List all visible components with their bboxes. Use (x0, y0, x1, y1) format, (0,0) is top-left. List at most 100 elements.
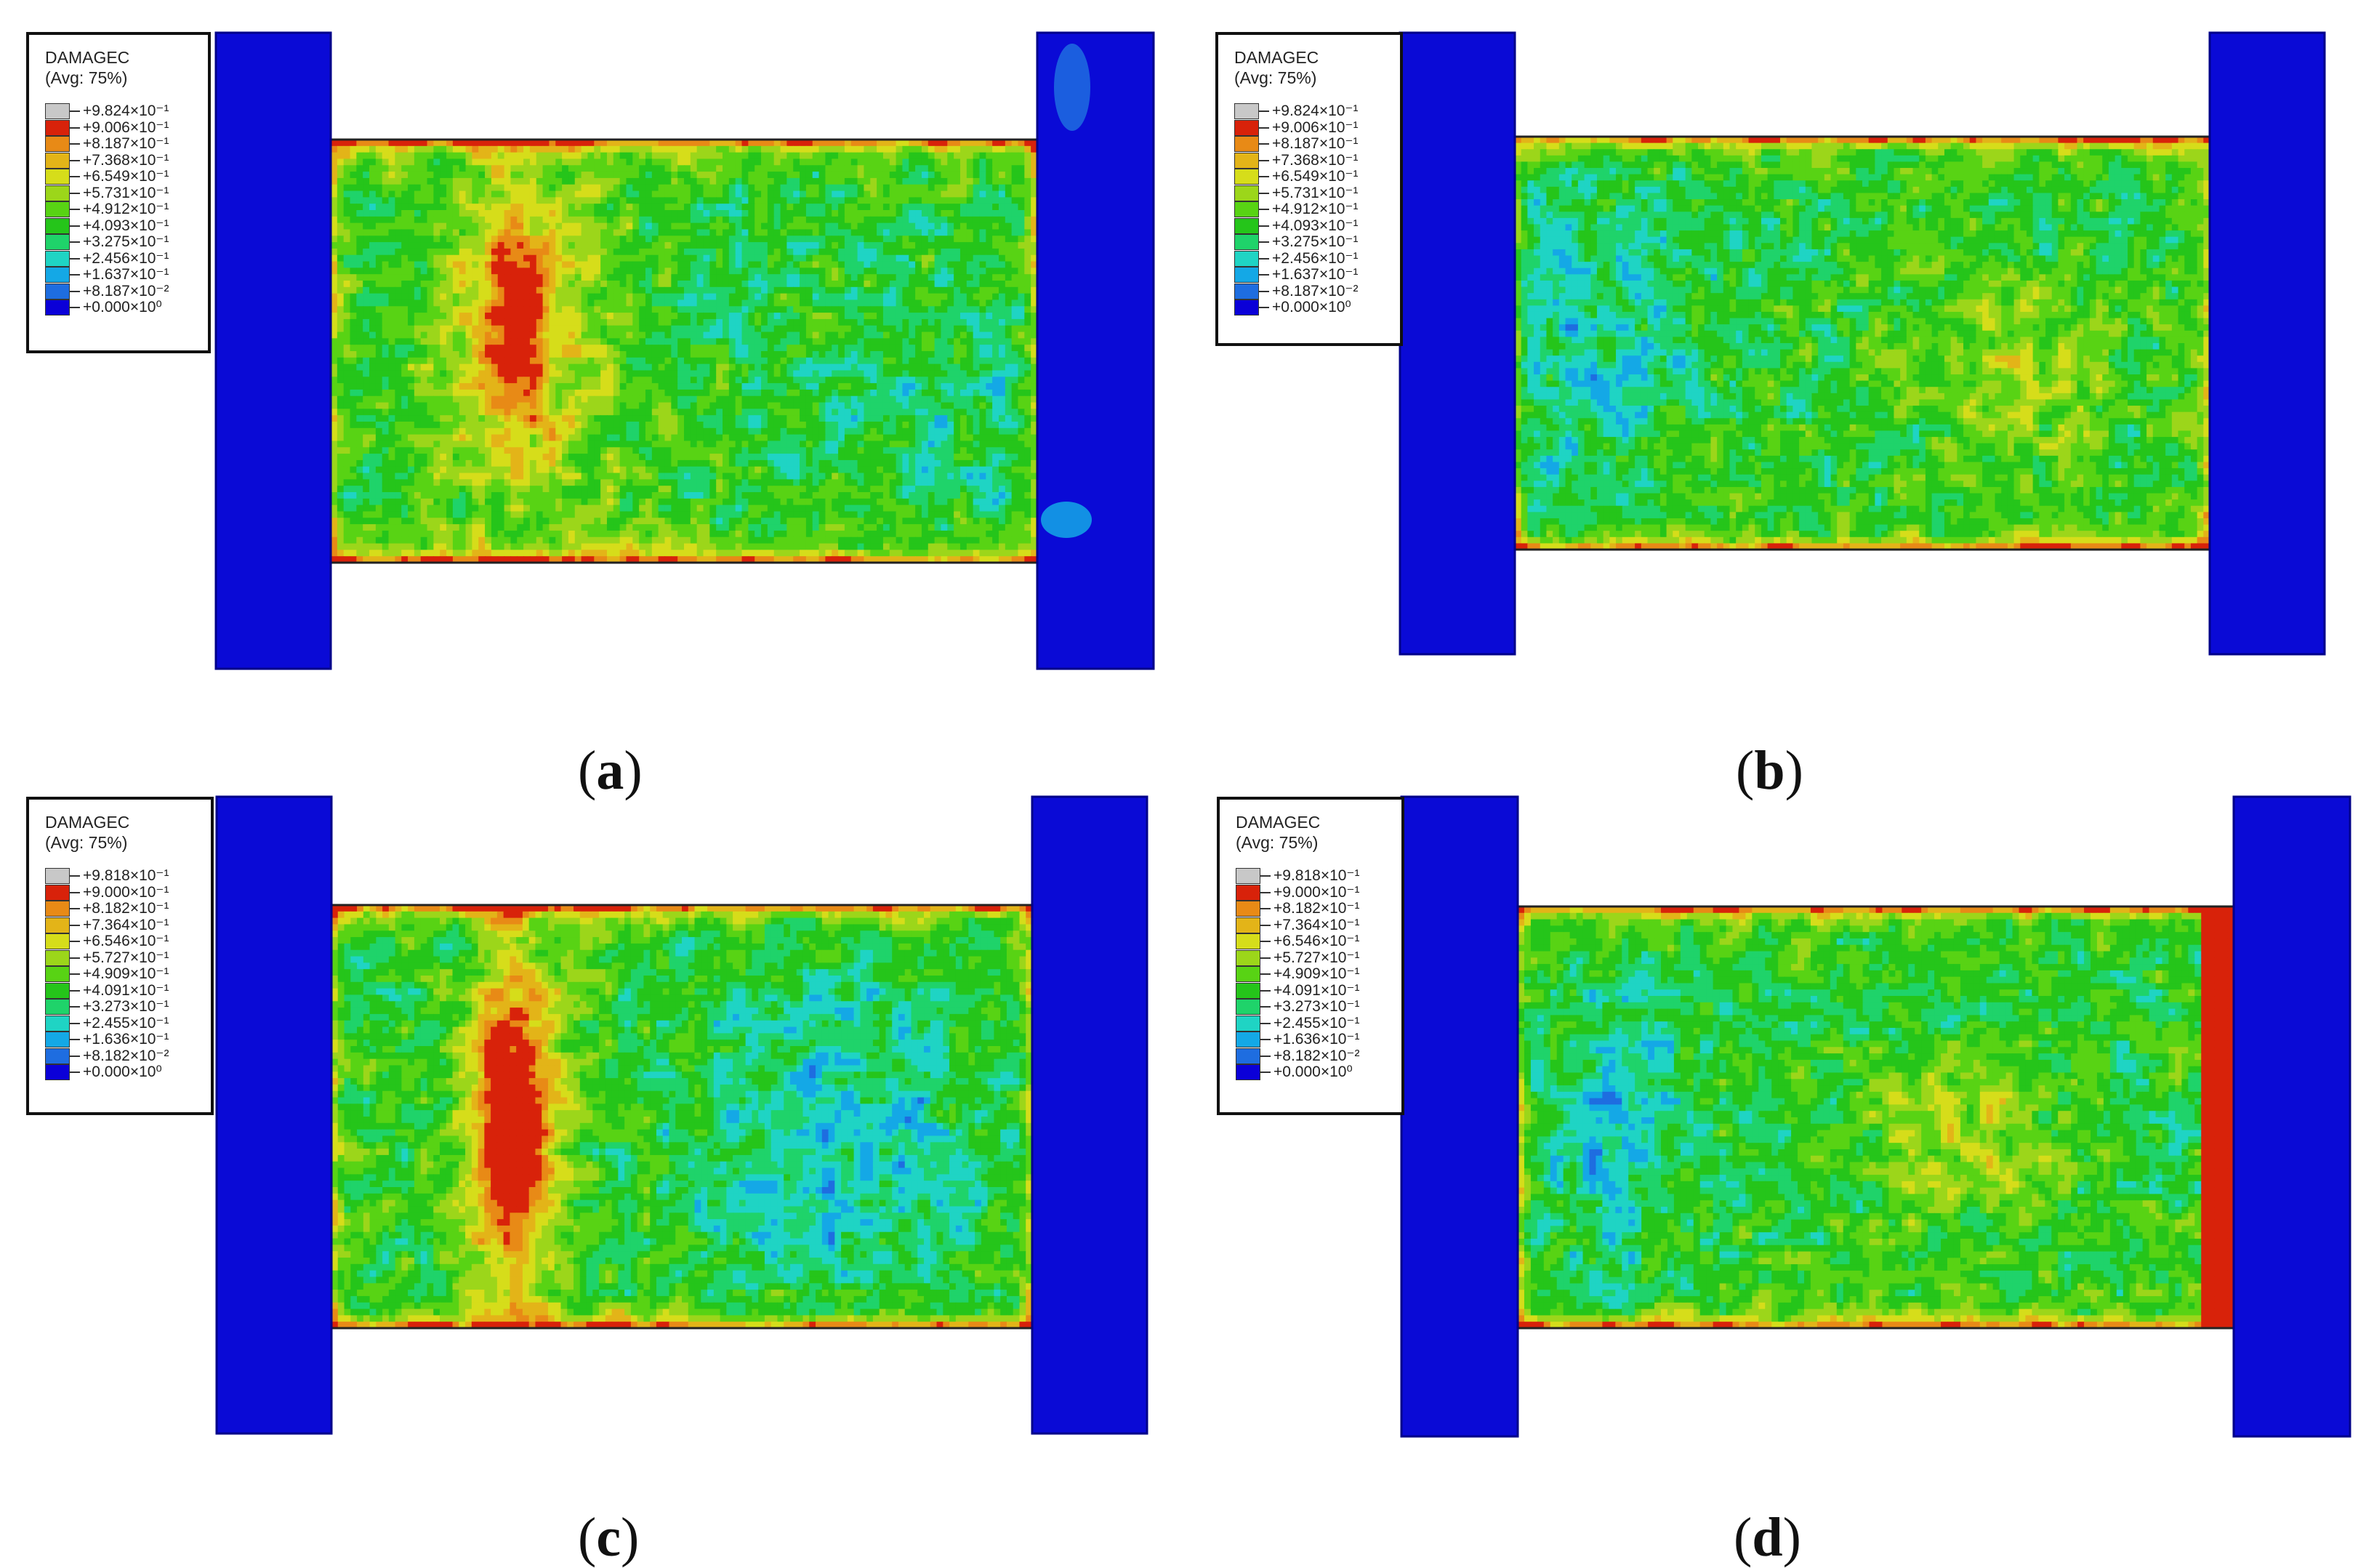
legend-level: +8.187×10⁻² (1272, 283, 1359, 299)
legend-tick (1259, 159, 1269, 161)
legend-tick (1259, 176, 1269, 177)
panel-a: DAMAGEC (Avg: 75%) +9.824×10⁻¹ +9.006×10⁻¹ +… (0, 0, 1183, 800)
legend-swatch (45, 868, 70, 884)
legend-level: +7.364×10⁻¹ (1273, 917, 1360, 933)
legend-tick (1259, 307, 1269, 308)
legend-swatch (45, 884, 70, 901)
legend-level: +9.000×10⁻¹ (83, 884, 169, 901)
legend-level: +8.187×10⁻¹ (1272, 136, 1359, 152)
panel-caption-letter: a (596, 740, 624, 801)
legend-tick (70, 891, 80, 893)
legend-swatch (45, 917, 70, 933)
legend-tick (70, 241, 80, 243)
legend-swatch (45, 201, 70, 217)
legend-tick (70, 290, 80, 292)
legend-title: DAMAGEC (45, 813, 129, 832)
legend-tick (70, 307, 80, 308)
right-loading-block (2208, 31, 2326, 656)
legend-level: +8.187×10⁻¹ (83, 136, 169, 152)
legend-swatch (1234, 283, 1259, 299)
legend-tick (1260, 941, 1271, 942)
legend-box: DAMAGEC (Avg: 75%) +9.824×10⁻¹ +9.006×10⁻¹ +… (26, 32, 211, 353)
legend-level: +7.368×10⁻¹ (83, 152, 169, 169)
legend-swatch (45, 169, 70, 185)
legend-tick (70, 1039, 80, 1040)
legend-swatch (1234, 169, 1259, 185)
panel-b: DAMAGEC (Avg: 75%) +9.824×10⁻¹ +9.006×10⁻¹ +… (1183, 0, 2366, 800)
legend-title: DAMAGEC (1234, 48, 1319, 67)
legend-level: +4.912×10⁻¹ (83, 201, 169, 217)
legend-tick (1260, 891, 1271, 893)
legend-level: +8.182×10⁻¹ (83, 901, 169, 917)
legend-swatch (45, 103, 70, 119)
legend-tick (70, 192, 80, 194)
legend-level: +1.637×10⁻¹ (83, 267, 169, 283)
slab-contour (331, 905, 1033, 1329)
legend-tick (70, 209, 80, 210)
legend-tick (1259, 241, 1269, 243)
legend-tick (70, 908, 80, 909)
legend-level: +2.455×10⁻¹ (83, 1015, 169, 1032)
legend-swatch (1234, 217, 1259, 234)
right-loading-block (2232, 795, 2351, 1438)
legend-level: +3.275×10⁻¹ (83, 234, 169, 250)
legend-swatch (45, 299, 70, 315)
legend-level: +0.000×10⁰ (83, 299, 162, 315)
legend-level: +8.182×10⁻² (1273, 1048, 1360, 1064)
slab-contour (1515, 137, 2210, 550)
legend-level: +6.549×10⁻¹ (83, 169, 169, 185)
legend-tick (70, 941, 80, 942)
legend-level: +4.091×10⁻¹ (83, 982, 169, 999)
legend-box: DAMAGEC (Avg: 75%) +9.818×10⁻¹ +9.000×10⁻¹ +… (1217, 797, 1404, 1115)
legend-tick (70, 176, 80, 177)
legend-level: +2.455×10⁻¹ (1273, 1015, 1360, 1032)
legend-level: +7.368×10⁻¹ (1272, 152, 1359, 169)
legend-swatch (45, 933, 70, 949)
legend-level: +1.637×10⁻¹ (1272, 267, 1359, 283)
legend-level: +2.456×10⁻¹ (83, 250, 169, 267)
legend-swatch (1236, 1064, 1260, 1080)
legend-level: +8.187×10⁻² (83, 283, 169, 299)
legend-swatch (45, 152, 70, 169)
legend-level: +4.909×10⁻¹ (83, 966, 169, 982)
legend-subtitle: (Avg: 75%) (1236, 833, 1318, 852)
legend-swatch (1234, 201, 1259, 217)
legend-level: +5.727×10⁻¹ (83, 949, 169, 966)
legend-swatch (1236, 982, 1260, 999)
legend-tick (1260, 875, 1271, 877)
legend-tick (70, 973, 80, 975)
legend-tick (1259, 209, 1269, 210)
legend-tick (1259, 192, 1269, 194)
legend-subtitle: (Avg: 75%) (45, 68, 127, 87)
legend-swatch (1234, 185, 1259, 201)
legend-swatch (1236, 1015, 1260, 1032)
legend-tick (1260, 1039, 1271, 1040)
panel-c: DAMAGEC (Avg: 75%) +9.818×10⁻¹ +9.000×10⁻¹ +… (0, 779, 1183, 1567)
legend-tick (1259, 290, 1269, 292)
legend-tick (70, 1072, 80, 1073)
legend-tick (70, 924, 80, 926)
legend-swatch (45, 999, 70, 1015)
panel-caption: (c) (578, 1508, 639, 1567)
legend-subtitle: (Avg: 75%) (1234, 68, 1316, 87)
slab-contour (331, 140, 1038, 563)
legend-tick (1260, 1022, 1271, 1024)
legend-level: +5.731×10⁻¹ (83, 185, 169, 201)
legend-tick (70, 110, 80, 112)
legend-tick (1259, 257, 1269, 260)
legend-swatch (1234, 267, 1259, 283)
legend-tick (1260, 957, 1271, 959)
legend-tick (1259, 143, 1269, 145)
legend-level: +4.091×10⁻¹ (1273, 982, 1360, 999)
legend-swatch (1234, 250, 1259, 267)
legend-swatch (1234, 152, 1259, 169)
left-loading-block (1400, 795, 1519, 1438)
legend-tick (1259, 225, 1269, 227)
legend-tick (1259, 274, 1269, 276)
legend-swatch (45, 1048, 70, 1064)
legend-level: +8.182×10⁻¹ (1273, 901, 1360, 917)
legend-swatch (1236, 884, 1260, 901)
legend-swatch (1236, 966, 1260, 982)
legend-swatch (45, 136, 70, 152)
legend-level: +6.549×10⁻¹ (1272, 169, 1359, 185)
